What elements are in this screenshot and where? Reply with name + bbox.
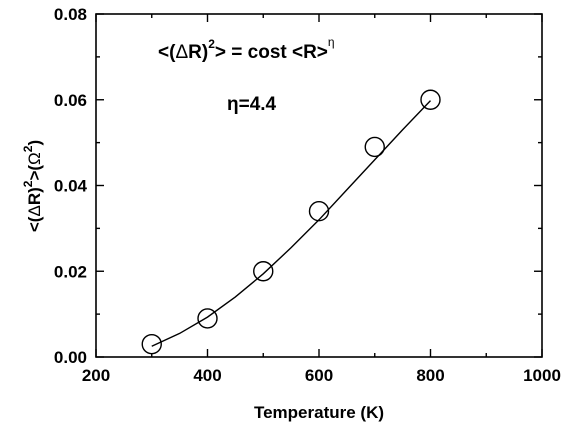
data-points — [141, 89, 441, 355]
data-point — [197, 308, 218, 329]
data-point — [141, 333, 162, 355]
data-point — [253, 261, 274, 282]
formula-delta: Δ — [175, 42, 188, 63]
y-label-pre: <( — [25, 216, 44, 232]
axis-ticks — [95, 13, 543, 358]
formula-r: R) — [188, 42, 208, 63]
formula-annotation: <(ΔR)2> = cost <R>η — [158, 35, 335, 63]
x-tick-label: 600 — [305, 366, 333, 385]
formula-post: > = cost <R> — [215, 42, 328, 63]
formula-sup: 2 — [208, 37, 215, 51]
y-tick-label: 0.08 — [54, 5, 87, 24]
x-tick-label: 400 — [193, 366, 221, 385]
y-label-delta: Δ — [25, 205, 44, 216]
data-point — [420, 89, 441, 110]
data-point — [308, 201, 330, 222]
axis-tick-labels: 200 400 600 800 1000 0.00 0.02 0.04 0.06 0.08 — [54, 5, 561, 385]
plot-area-frame — [95, 13, 543, 358]
y-tick-label: 0.02 — [54, 262, 87, 281]
x-tick-label: 200 — [82, 366, 110, 385]
y-label-mid: >( — [25, 165, 44, 181]
x-tick-label: 1000 — [523, 366, 561, 385]
y-label-r: R) — [25, 187, 44, 205]
y-label-sup2: 2 — [21, 145, 35, 152]
y-tick-label: 0.06 — [54, 91, 87, 110]
data-point — [364, 136, 385, 158]
x-tick-label: 800 — [416, 366, 444, 385]
formula-pre: <( — [158, 42, 176, 63]
eta-value-annotation: η=4.4 — [227, 94, 277, 115]
formula-eta: η — [328, 35, 335, 49]
fit-curve — [151, 100, 432, 347]
y-label-omega: Ω — [25, 152, 44, 165]
y-label-post: ) — [25, 140, 44, 146]
y-tick-label: 0.00 — [54, 348, 87, 367]
y-axis-title: <(ΔR)2>(Ω2) — [21, 140, 44, 232]
y-tick-label: 0.04 — [54, 177, 88, 196]
y-label-sup: 2 — [21, 180, 35, 187]
x-axis-title: Temperature (K) — [254, 403, 384, 422]
